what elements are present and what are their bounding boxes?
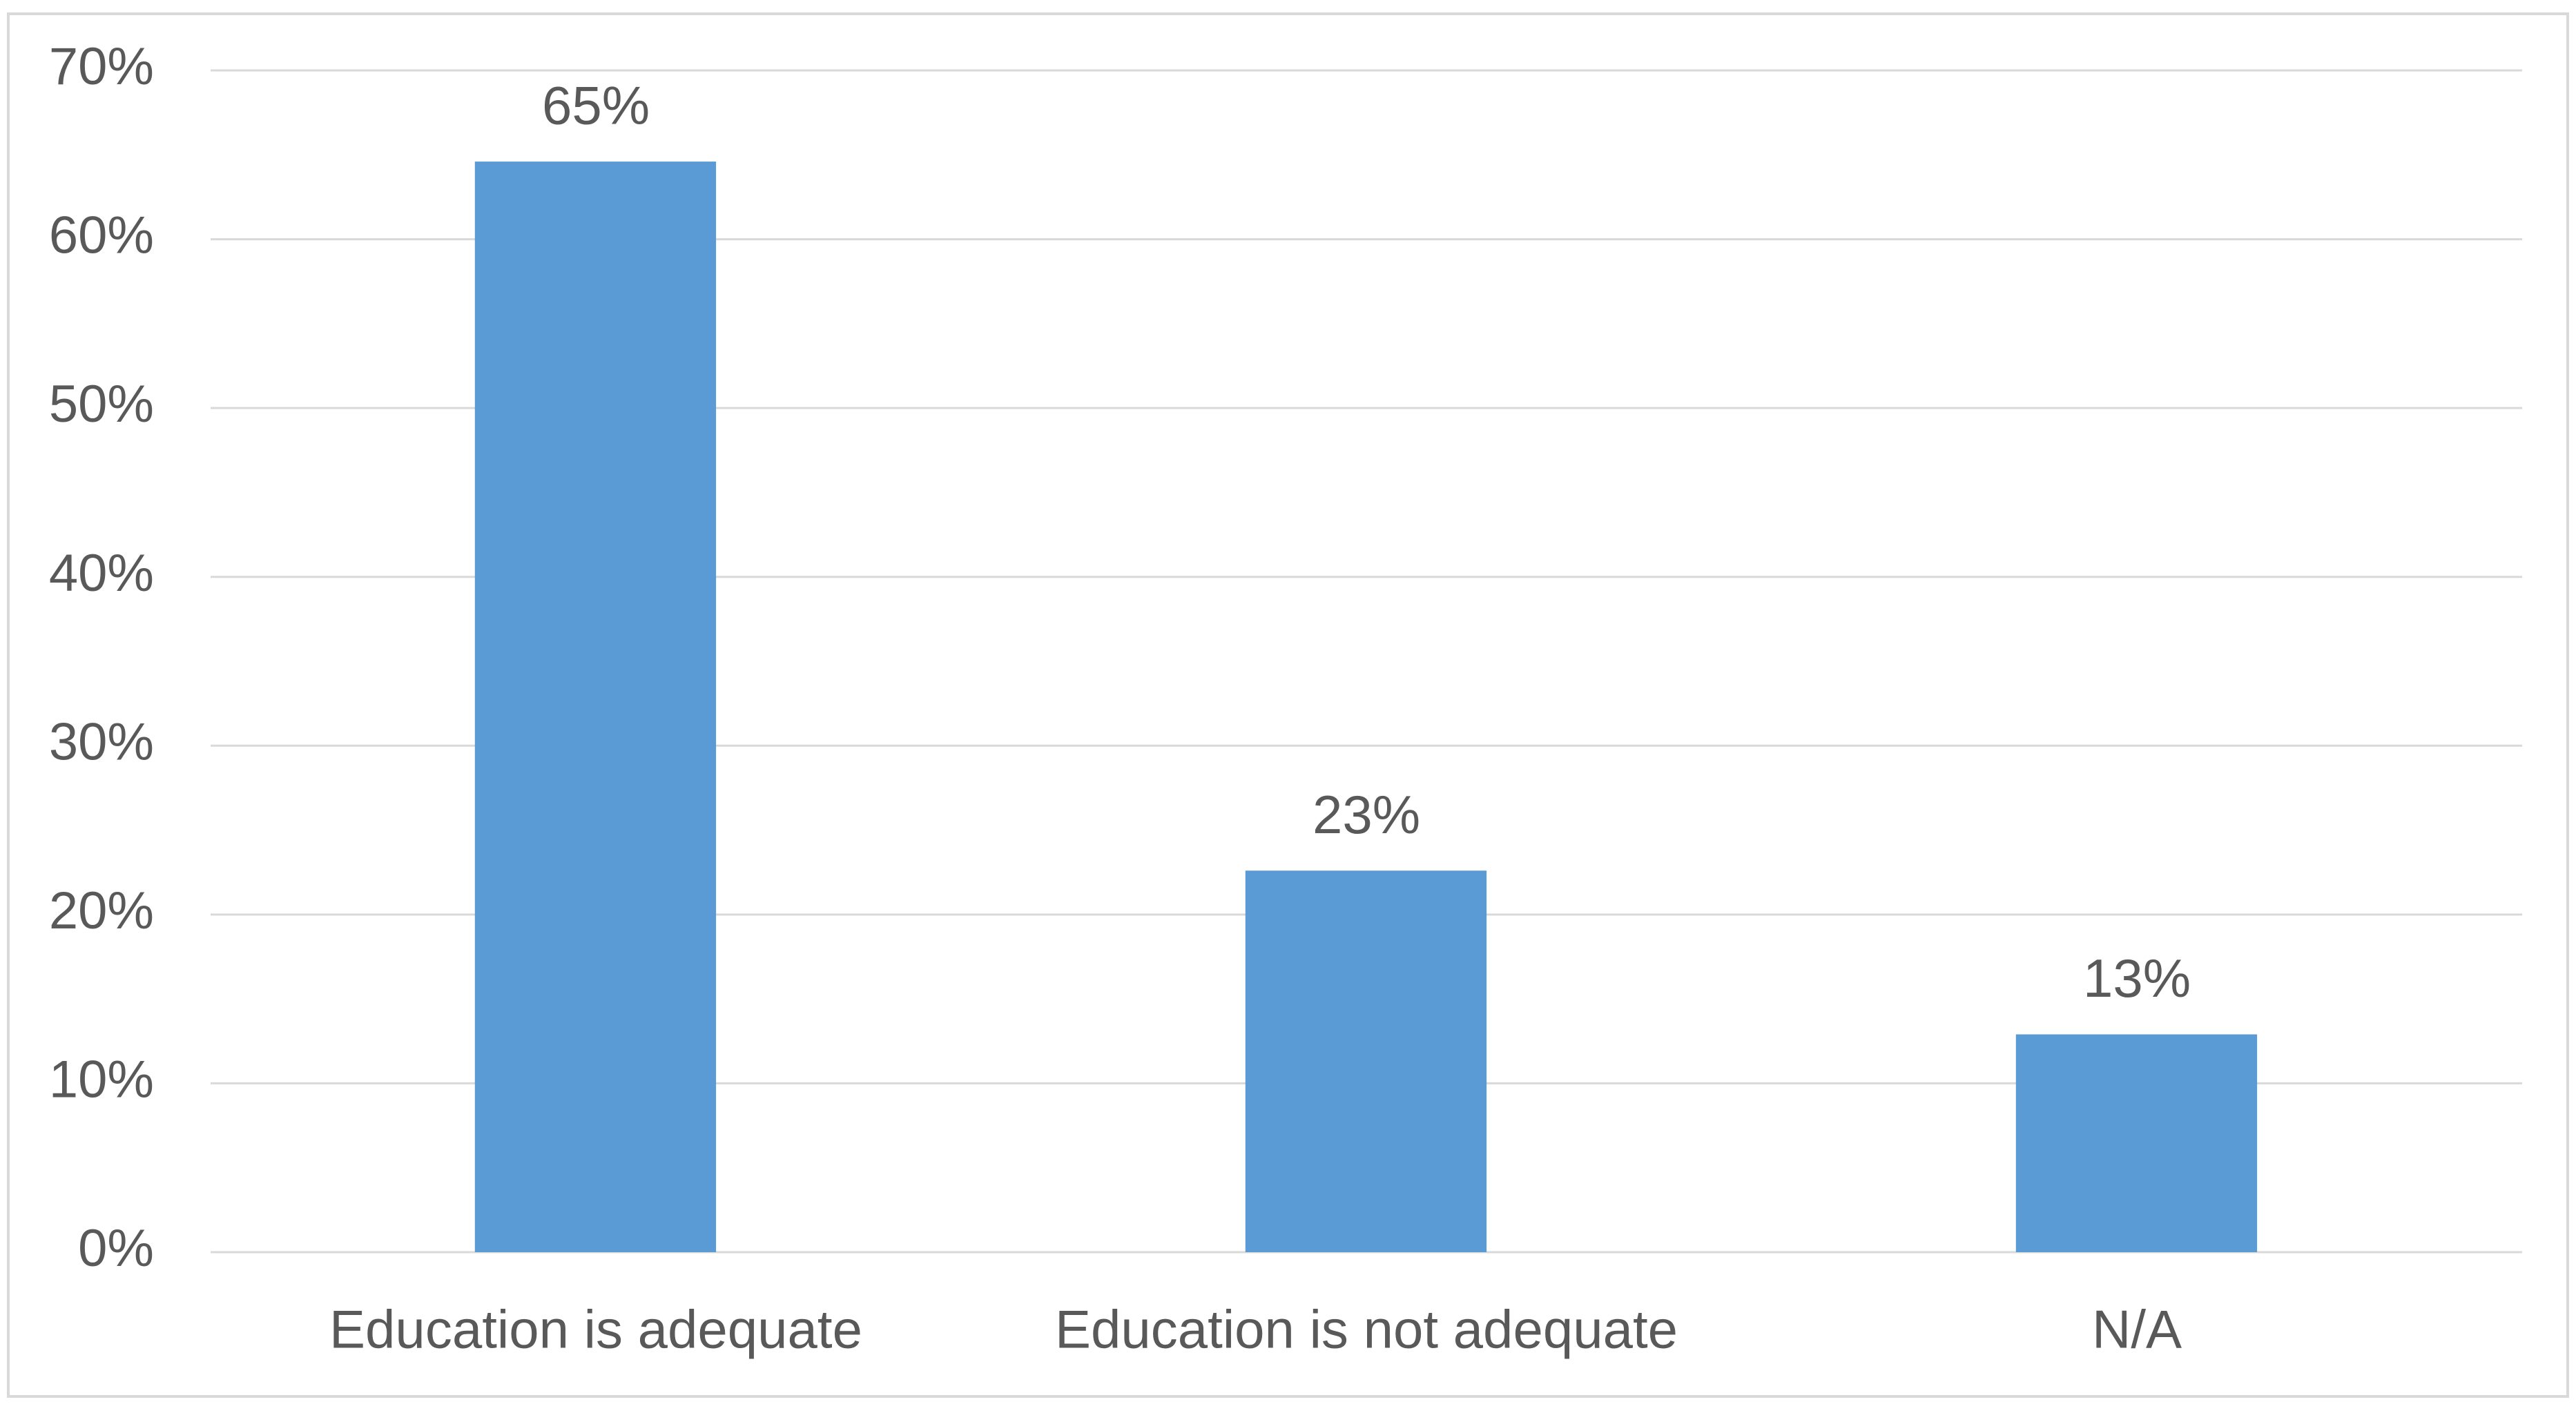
y-tick-label: 50% [49,375,154,433]
y-tick-label: 40% [49,544,154,603]
y-tick-label: 20% [49,881,154,940]
value-label: 65% [542,75,650,136]
y-tick-label: 0% [78,1219,154,1278]
bar [1245,870,1487,1252]
y-tick-label: 70% [49,37,154,96]
x-tick-label: Education is not adequate [1055,1299,1678,1360]
value-label: 23% [1313,784,1420,845]
y-tick-label: 60% [49,206,154,265]
y-tick-label: 30% [49,712,154,771]
bar [2015,1034,2258,1252]
x-tick-label: Education is adequate [329,1299,862,1360]
bar [474,162,717,1252]
value-label: 13% [2083,948,2191,1008]
y-tick-label: 10% [49,1051,154,1109]
x-tick-label: N/A [2092,1299,2182,1360]
